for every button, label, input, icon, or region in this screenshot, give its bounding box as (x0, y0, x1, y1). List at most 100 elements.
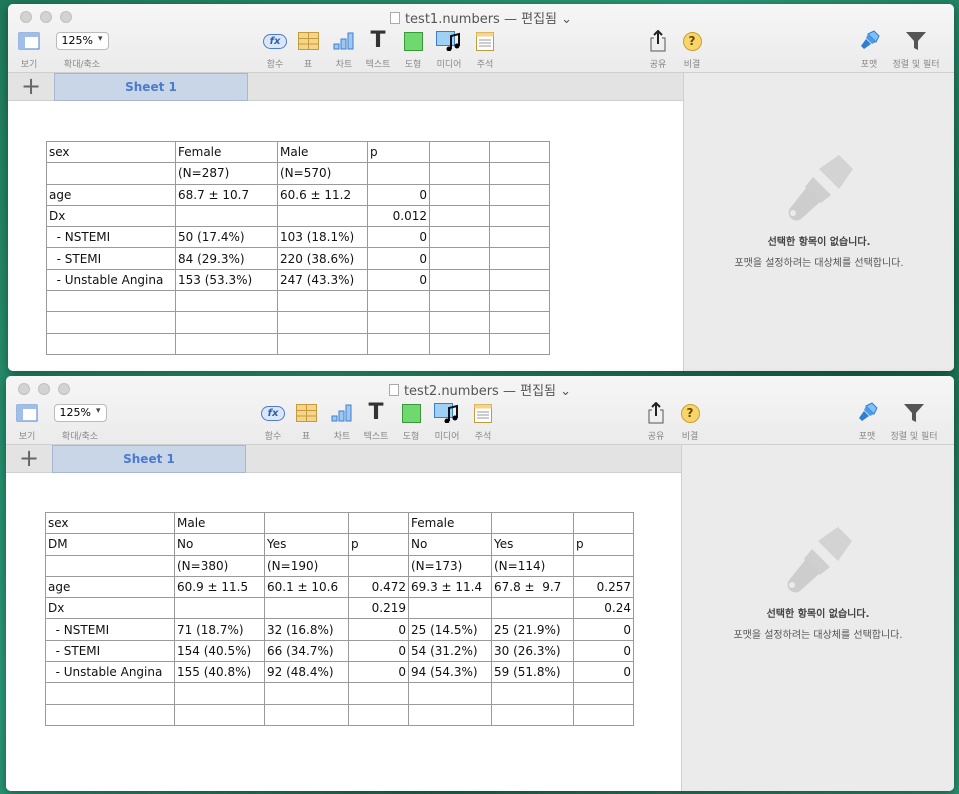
table-cell[interactable]: sex (45, 511, 175, 535)
table-cell[interactable] (489, 162, 550, 185)
table-cell[interactable]: 94 (54.3%) (408, 661, 492, 684)
zoom-button[interactable] (60, 11, 72, 23)
table-cell[interactable]: 0 (348, 618, 409, 641)
table-cell[interactable] (174, 703, 265, 726)
window-title[interactable]: test2.numbers — 편집됨 ⌄ (6, 380, 954, 399)
table-cell[interactable]: 0.257 (573, 575, 634, 599)
table-cell[interactable]: (N=114) (491, 554, 574, 577)
table-cell[interactable] (408, 597, 492, 620)
shape-button[interactable]: 도형 (398, 402, 424, 442)
table-cell[interactable]: Female (408, 511, 492, 535)
table-cell[interactable]: 0 (367, 183, 430, 206)
table-cell[interactable]: 30 (26.3%) (491, 639, 574, 663)
table-cell[interactable] (348, 511, 409, 535)
table-cell[interactable] (45, 703, 175, 726)
table-cell[interactable]: 103 (18.1%) (277, 226, 368, 249)
table-cell[interactable] (429, 290, 490, 313)
text-button[interactable]: T 텍스트 (361, 402, 391, 443)
table-cell[interactable]: Yes (264, 533, 349, 556)
table-cell[interactable]: Dx (45, 597, 175, 620)
sheet-canvas[interactable]: sex Male Female DM No Yes p No Yes p (N=380) (N=190… (6, 473, 681, 791)
table-cell[interactable]: - STEMI (46, 247, 176, 270)
table-cell[interactable]: (N=570) (277, 162, 368, 185)
table-cell[interactable] (408, 682, 492, 705)
table-cell[interactable] (408, 703, 492, 726)
table-cell[interactable]: 0.472 (348, 575, 409, 599)
chart-button[interactable]: 차트 (329, 402, 355, 442)
tips-button[interactable]: ? 비결 (678, 402, 702, 442)
table-cell[interactable]: 0 (573, 618, 634, 641)
table-cell[interactable]: - STEMI (45, 639, 175, 663)
table-cell[interactable]: Female (175, 140, 278, 164)
table-cell[interactable] (367, 311, 430, 334)
table-cell[interactable] (489, 226, 550, 249)
table-cell[interactable]: 60.1 ± 10.6 (264, 575, 349, 599)
table-cell[interactable]: 153 (53.3%) (175, 268, 278, 292)
table-cell[interactable]: p (367, 140, 430, 164)
function-button[interactable]: fx 함수 (258, 402, 288, 442)
table-cell[interactable] (489, 268, 550, 292)
table-cell[interactable] (429, 183, 490, 206)
table-cell[interactable]: 60.6 ± 11.2 (277, 183, 368, 206)
table-cell[interactable] (46, 290, 176, 313)
table-cell[interactable] (489, 140, 550, 164)
table-cell[interactable] (367, 290, 430, 313)
table-cell[interactable]: age (46, 183, 176, 206)
table-cell[interactable]: - NSTEMI (45, 618, 175, 641)
close-button[interactable] (20, 11, 32, 23)
table-cell[interactable] (429, 247, 490, 270)
table-cell[interactable]: p (573, 533, 634, 556)
table-cell[interactable] (175, 311, 278, 334)
table-cell[interactable] (573, 682, 634, 705)
table-cell[interactable] (489, 332, 550, 355)
table-cell[interactable] (175, 204, 278, 228)
table-cell[interactable] (175, 290, 278, 313)
table-cell[interactable] (429, 311, 490, 334)
table-cell[interactable] (348, 682, 409, 705)
table-cell[interactable] (489, 247, 550, 270)
table-cell[interactable] (429, 140, 490, 164)
table-cell[interactable] (264, 682, 349, 705)
table-cell[interactable] (175, 332, 278, 355)
zoom-control[interactable]: 125% 확대/축소 (54, 30, 110, 70)
share-button[interactable]: 공유 (646, 30, 670, 70)
table-cell[interactable]: - NSTEMI (46, 226, 176, 249)
table-cell[interactable]: 32 (16.8%) (264, 618, 349, 641)
table-button[interactable]: 표 (297, 30, 319, 70)
function-button[interactable]: fx 함수 (260, 30, 290, 70)
table-cell[interactable] (46, 332, 176, 355)
table-cell[interactable]: sex (46, 140, 176, 164)
table-cell[interactable]: 25 (14.5%) (408, 618, 492, 641)
table-cell[interactable]: 0 (348, 639, 409, 663)
table-cell[interactable]: 220 (38.6%) (277, 247, 368, 270)
zoom-button[interactable] (58, 383, 70, 395)
table-cell[interactable]: 0 (367, 268, 430, 292)
table-cell[interactable] (264, 703, 349, 726)
close-button[interactable] (18, 383, 30, 395)
table-cell[interactable]: 69.3 ± 11.4 (408, 575, 492, 599)
table-cell[interactable]: 0.219 (348, 597, 409, 620)
sheet-canvas[interactable]: sex Female Male p (N=287) (N=570) age 68.7 ± 10… (8, 101, 683, 371)
zoom-select[interactable]: 125% (53, 404, 107, 422)
table-cell[interactable] (429, 162, 490, 185)
table-cell[interactable] (277, 332, 368, 355)
table-cell[interactable] (264, 511, 349, 535)
table-cell[interactable]: 0 (573, 661, 634, 684)
table-cell[interactable]: (N=173) (408, 554, 492, 577)
table-cell[interactable]: 25 (21.9%) (491, 618, 574, 641)
table-cell[interactable]: 154 (40.5%) (174, 639, 265, 663)
table-cell[interactable] (429, 204, 490, 228)
table-cell[interactable]: DM (45, 533, 175, 556)
table-cell[interactable] (573, 511, 634, 535)
table-cell[interactable]: 68.7 ± 10.7 (175, 183, 278, 206)
table-cell[interactable]: 60.9 ± 11.5 (174, 575, 265, 599)
table-cell[interactable]: - Unstable Angina (45, 661, 175, 684)
view-button[interactable]: 보기 (16, 30, 42, 70)
zoom-control[interactable]: 125% 확대/축소 (52, 402, 108, 442)
table-button[interactable]: 표 (295, 402, 317, 442)
text-button[interactable]: T 텍스트 (363, 30, 393, 71)
table-cell[interactable]: No (408, 533, 492, 556)
format-button[interactable]: 포맷 (854, 30, 884, 70)
table-cell[interactable] (277, 290, 368, 313)
table-cell[interactable] (573, 703, 634, 726)
